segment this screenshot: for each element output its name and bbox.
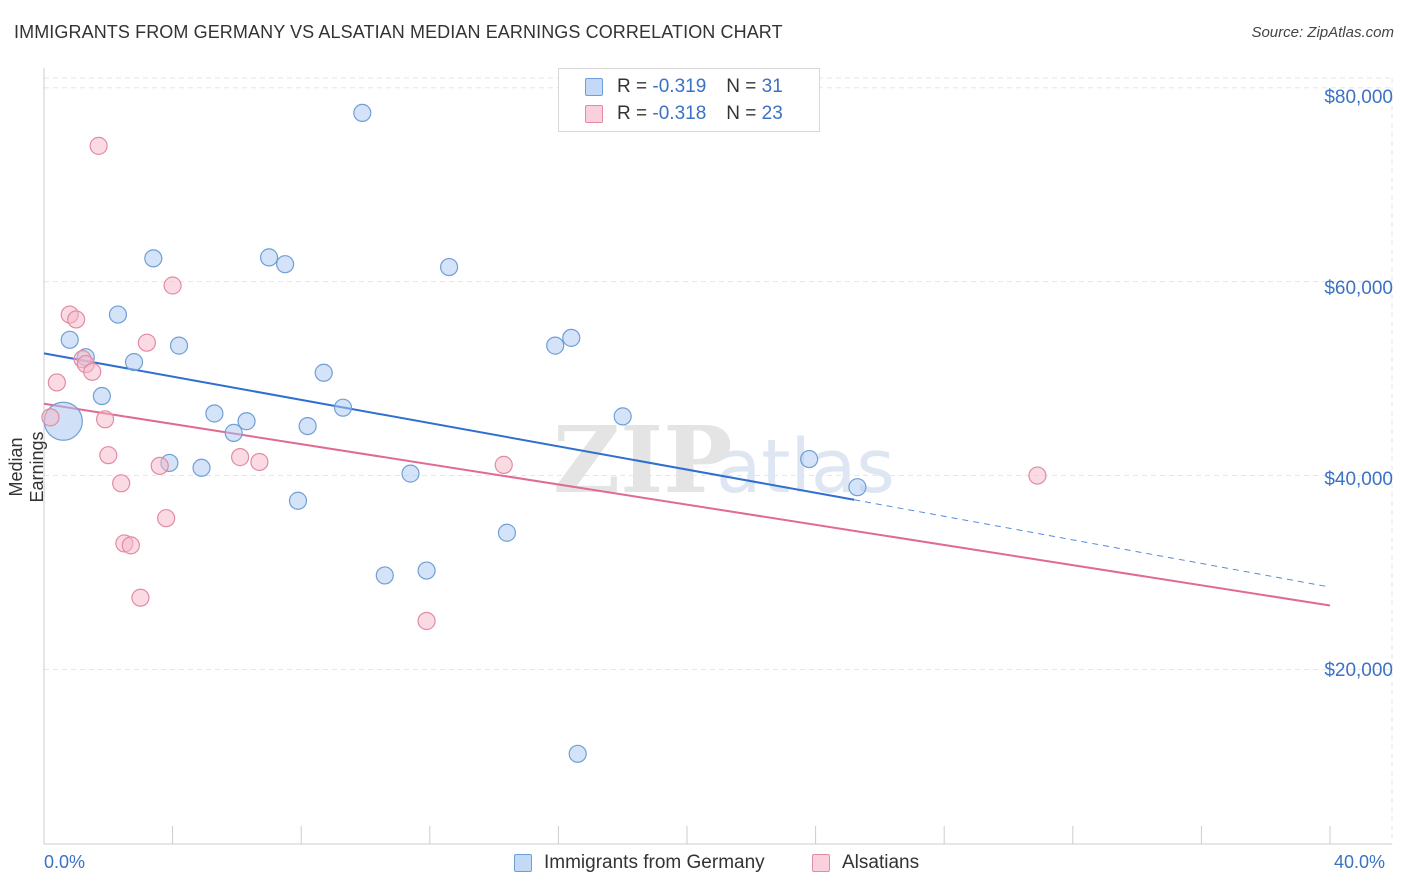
data-point-0-10 [205, 404, 224, 423]
data-point-1-22 [1028, 466, 1047, 485]
data-point-0-19 [353, 103, 372, 123]
data-point-1-8 [95, 410, 115, 429]
source-label: Source: ZipAtlas.com [1251, 24, 1394, 41]
data-point-0-6 [144, 249, 163, 268]
data-point-0-15 [288, 491, 308, 510]
data-point-0-20 [375, 566, 394, 585]
legend-r-value: -0.318 [652, 103, 707, 124]
x-tick-label-min: 0.0% [44, 852, 86, 872]
legend-n-value: 31 [761, 76, 783, 97]
legend-row-germany: R = -0.319 N = 31 [585, 75, 783, 99]
data-point-1-17 [163, 276, 182, 295]
y-axis-label: Median Earnings [6, 431, 47, 503]
data-point-0-30 [848, 478, 867, 497]
data-point-0-5 [124, 352, 144, 372]
bottom-legend-label-germany: Immigrants from Germany [544, 852, 765, 873]
data-point-0-18 [333, 398, 353, 417]
legend-r-label: R = [617, 76, 648, 97]
data-point-1-9 [99, 446, 118, 465]
legend-swatch-alsatians [585, 105, 603, 123]
trend-line-extension-0 [854, 499, 1331, 588]
data-point-0-12 [237, 412, 256, 431]
data-point-1-20 [417, 611, 436, 631]
watermark-zip: ZIP [553, 406, 732, 514]
legend-n-value: 23 [761, 103, 783, 124]
legend-r-value: -0.319 [652, 76, 707, 97]
bottom-legend-label-alsatians: Alsatians [842, 852, 920, 873]
trend-line-1 [43, 402, 1331, 607]
legend-r-label: R = [617, 103, 648, 124]
data-point-1-6 [83, 362, 102, 381]
data-point-0-17 [314, 363, 333, 382]
data-point-0-21 [401, 464, 420, 483]
data-point-0-4 [108, 305, 128, 324]
data-point-0-28 [613, 407, 632, 426]
y-tick-label-20000: $20,000 [1324, 660, 1393, 681]
data-point-1-18 [231, 448, 250, 467]
data-point-0-11 [224, 423, 243, 442]
data-point-1-3 [67, 310, 86, 329]
data-point-0-1 [60, 330, 79, 349]
grid-lines [44, 77, 1393, 844]
data-point-1-19 [250, 452, 269, 472]
data-point-0-26 [562, 328, 581, 347]
legend-box: R = -0.319 N = 31 R = -0.318 N = 23 [558, 68, 820, 132]
data-point-1-7 [89, 136, 108, 155]
data-point-0-29 [800, 449, 819, 469]
data-point-0-24 [497, 523, 517, 542]
data-point-0-16 [298, 416, 317, 436]
x-tick-label-max: 40.0% [1334, 852, 1386, 872]
data-point-0-3 [92, 386, 111, 406]
data-point-0-8 [169, 336, 189, 355]
data-point-1-15 [150, 456, 169, 475]
bottom-legend-alsatians: Alsatians [812, 852, 919, 874]
legend-n-label: N = [726, 76, 757, 97]
trend-line-0 [43, 352, 855, 501]
legend-n-label: N = [726, 103, 757, 124]
data-point-1-12 [121, 536, 140, 555]
data-point-0-14 [276, 255, 295, 274]
data-point-1-16 [157, 509, 176, 528]
data-point-1-0 [41, 408, 60, 427]
trend-lines [43, 352, 1331, 607]
legend-swatch-germany [585, 78, 603, 96]
data-point-0-23 [439, 257, 459, 277]
bottom-legend-swatch-germany [514, 854, 532, 872]
data-point-0-13 [259, 248, 279, 267]
y-tick-label-80000: $80,000 [1324, 87, 1393, 108]
data-point-0-27 [568, 744, 587, 763]
data-point-1-1 [47, 373, 66, 392]
chart-title: IMMIGRANTS FROM GERMANY VS ALSATIAN MEDI… [14, 22, 783, 42]
axes [43, 68, 1392, 845]
data-point-0-9 [192, 458, 211, 477]
data-points [41, 103, 1047, 763]
legend-row-alsatians: R = -0.318 N = 23 [585, 102, 783, 126]
data-point-0-22 [417, 561, 436, 580]
data-point-1-13 [131, 588, 150, 607]
data-point-0-25 [546, 336, 565, 355]
data-point-1-14 [137, 333, 156, 352]
bottom-legend-swatch-alsatians [812, 854, 830, 872]
data-point-1-21 [494, 455, 513, 474]
data-point-1-10 [112, 474, 131, 493]
y-tick-label-60000: $60,000 [1324, 278, 1393, 299]
bottom-legend-germany: Immigrants from Germany [514, 852, 765, 874]
y-tick-label-40000: $40,000 [1324, 469, 1393, 490]
